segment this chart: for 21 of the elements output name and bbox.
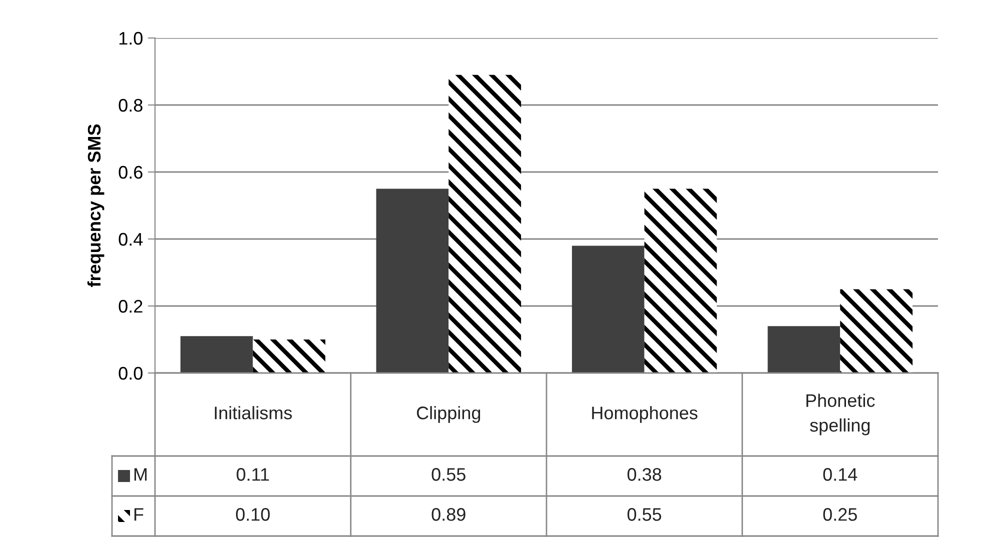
data-label: 0.11	[236, 468, 269, 481]
x-tick-label: Phonetic spelling	[806, 394, 875, 436]
y-tick-label: 0.6	[118, 166, 142, 179]
y-tick-label: 0.2	[118, 300, 142, 313]
legend-label: F	[134, 508, 144, 521]
y-tick-label: 0.8	[118, 98, 142, 112]
y-tick-label: 0.0	[118, 366, 142, 380]
data-label: 0.55	[432, 468, 466, 481]
x-tick-label: Clipping	[416, 406, 480, 423]
data-label: 0.25	[823, 508, 857, 521]
y-tick-label: 1.0	[119, 32, 142, 45]
x-tick-label: Homophones	[592, 406, 698, 423]
y-axis-title: frequency per SMS	[87, 124, 104, 287]
x-tick-label: Initialisms	[214, 406, 292, 420]
data-label: 0.14	[823, 468, 858, 481]
y-tick-label: 0.4	[118, 232, 143, 246]
data-label: 0.38	[628, 468, 662, 481]
data-label: 0.10	[236, 508, 270, 521]
data-label: 0.89	[432, 508, 466, 521]
legend-label: M	[134, 468, 147, 481]
data-label: 0.55	[628, 508, 662, 521]
